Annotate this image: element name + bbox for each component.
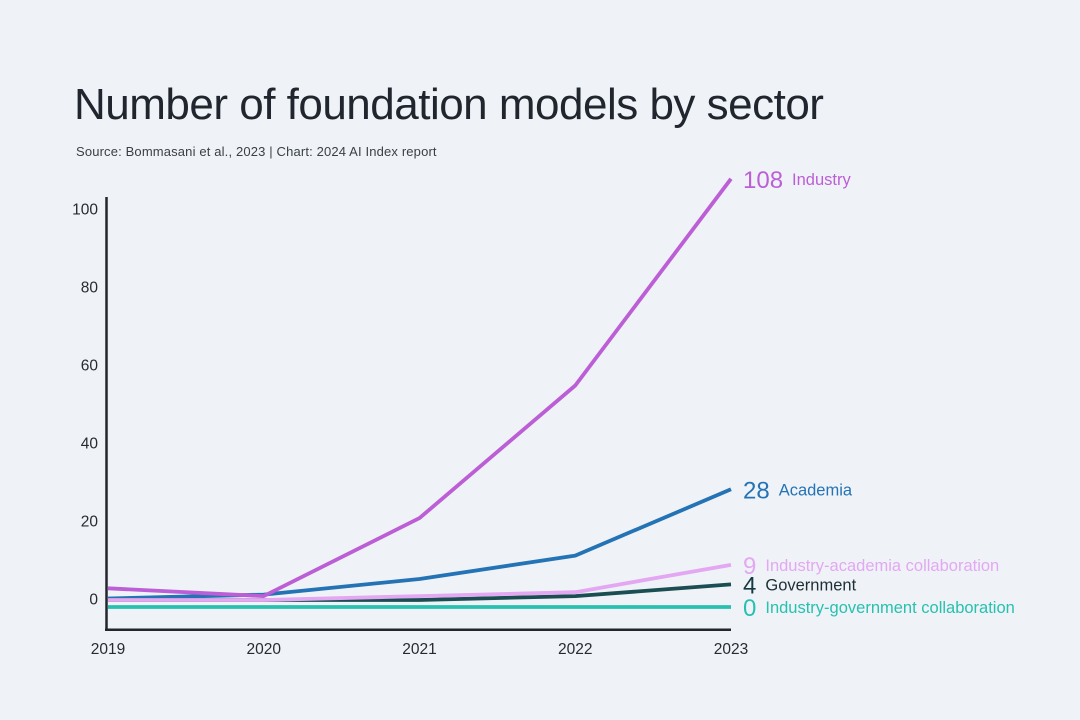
x-axis-tick-label: 2021 (402, 641, 436, 658)
series-end-label-government: 4 Government (743, 572, 857, 599)
series-end-label-industry-academia-collaboration: 9 Industry-academia collaboration (743, 552, 999, 579)
series-end-value: 9 (743, 552, 756, 579)
x-axis-tick-label: 2022 (558, 641, 592, 658)
series-end-label-industry: 108 Industry (743, 166, 851, 193)
series-name-label: Government (765, 576, 856, 594)
series-end-value: 28 (743, 477, 770, 504)
y-axis-tick-label: 80 (81, 280, 99, 297)
x-axis-tick-label: 2019 (91, 641, 125, 658)
y-axis-tick-label: 20 (81, 514, 99, 531)
series-end-label-academia: 28 Academia (743, 477, 853, 504)
y-axis-tick-label: 60 (81, 358, 99, 375)
y-axis-tick-label: 40 (81, 436, 99, 453)
chart-title: Number of foundation models by sector (74, 80, 824, 129)
series-end-value: 4 (743, 572, 756, 599)
series-line-industry (107, 177, 733, 598)
series-end-label-industry-government-collaboration: 0 Industry-government collaboration (743, 595, 1015, 622)
series-end-value: 108 (743, 166, 783, 193)
series-name-label: Academia (779, 481, 853, 499)
chart-source-note: Source: Bommasani et al., 2023 | Chart: … (76, 144, 437, 159)
y-axis-tick-label: 100 (72, 202, 98, 219)
series-name-label: Industry-government collaboration (765, 599, 1014, 617)
series-line-academia (107, 487, 732, 601)
x-axis-tick-label: 2023 (714, 641, 748, 658)
series-name-label: Industry-academia collaboration (765, 557, 999, 575)
y-axis-tick-label: 0 (89, 592, 98, 609)
series-name-label: Industry (792, 171, 851, 189)
series-end-value: 0 (743, 595, 756, 622)
series-line-industry-academia-collaboration (108, 563, 732, 602)
x-axis-tick-label: 2020 (247, 641, 282, 658)
